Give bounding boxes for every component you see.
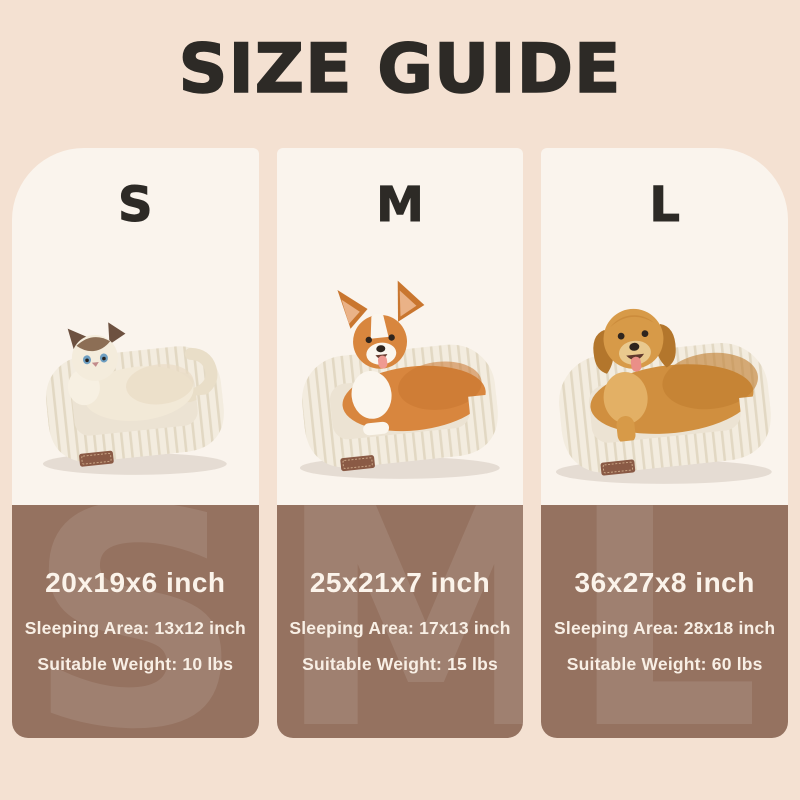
size-letter-l: L bbox=[649, 177, 681, 233]
spec-panel-small: S 20x19x6 inch Sleeping Area: 13x12 inch… bbox=[12, 505, 259, 738]
dimensions-text: 20x19x6 inch bbox=[45, 567, 226, 598]
suitable-weight-text: Suitable Weight: 15 lbs bbox=[302, 654, 498, 674]
corgi-dog bbox=[337, 280, 486, 436]
ragdoll-cat-on-bed-photo bbox=[12, 248, 259, 506]
size-card-small: S bbox=[12, 148, 259, 738]
corgi-bed-illustration bbox=[299, 280, 500, 479]
dimensions-text: 36x27x8 inch bbox=[574, 567, 755, 598]
spec-panel-medium: M 25x21x7 inch Sleeping Area: 17x13 inch… bbox=[276, 505, 524, 738]
dimensions-text: 25x21x7 inch bbox=[309, 567, 491, 598]
bed-brand-tag bbox=[79, 450, 114, 467]
size-letter-m: M bbox=[376, 177, 425, 233]
golden-retriever-dog bbox=[590, 308, 759, 444]
spec-panel-large: L 36x27x8 inch Sleeping Area: 28x18 inch… bbox=[541, 505, 789, 738]
ragdoll-cat bbox=[67, 322, 218, 421]
sleeping-area-text: Sleeping Area: 17x13 inch bbox=[289, 618, 511, 638]
bed-brand-tag bbox=[600, 459, 636, 476]
golden-retriever-on-bed-photo bbox=[541, 248, 788, 506]
suitable-weight-text: Suitable Weight: 10 lbs bbox=[37, 654, 234, 674]
size-card-large: L bbox=[541, 148, 789, 738]
size-cards-row: S bbox=[12, 148, 789, 738]
sleeping-area-text: Sleeping Area: 13x12 inch bbox=[24, 618, 246, 638]
bed-brand-tag bbox=[339, 455, 375, 472]
golden-retriever-bed-illustration bbox=[556, 308, 773, 484]
cat-bed-illustration bbox=[42, 322, 227, 475]
size-letter-s: S bbox=[118, 177, 154, 233]
corgi-on-bed-photo bbox=[277, 248, 524, 506]
suitable-weight-text: Suitable Weight: 60 lbs bbox=[566, 654, 763, 674]
page-title: SIZE GUIDE bbox=[178, 30, 622, 109]
size-card-medium: M bbox=[276, 148, 524, 738]
sleeping-area-text: Sleeping Area: 28x18 inch bbox=[554, 618, 776, 638]
